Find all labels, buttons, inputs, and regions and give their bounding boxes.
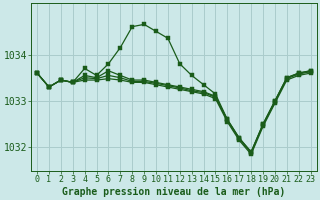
X-axis label: Graphe pression niveau de la mer (hPa): Graphe pression niveau de la mer (hPa) [62,186,285,197]
